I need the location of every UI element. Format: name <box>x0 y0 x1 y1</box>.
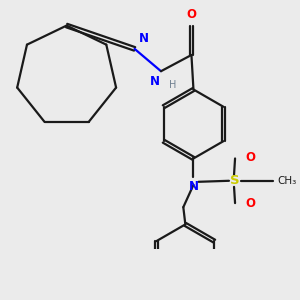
Text: O: O <box>186 8 197 22</box>
Text: O: O <box>245 196 255 210</box>
Text: H: H <box>169 80 176 90</box>
Text: N: N <box>150 75 160 88</box>
Text: N: N <box>188 180 199 193</box>
Text: O: O <box>245 151 255 164</box>
Text: CH₃: CH₃ <box>278 176 297 186</box>
Text: N: N <box>139 32 149 45</box>
Text: S: S <box>230 174 240 187</box>
